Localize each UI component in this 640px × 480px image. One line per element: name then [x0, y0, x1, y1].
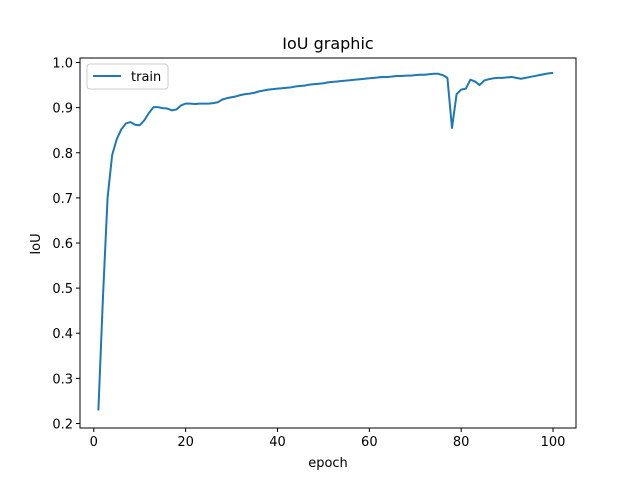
x-tick-label: 60	[361, 435, 378, 450]
y-tick-label: 0.9	[52, 102, 73, 117]
x-axis-label: epoch	[308, 456, 348, 471]
y-tick-label: 0.8	[52, 147, 73, 162]
series-layer	[97, 71, 554, 411]
y-tick-label: 0.5	[52, 282, 73, 297]
y-tick-label: 0.3	[52, 372, 73, 387]
legend-label-train: train	[131, 70, 161, 85]
y-tick-label: 0.6	[52, 237, 73, 252]
y-tick-label: 0.2	[52, 417, 73, 432]
y-tick-label: 0.7	[52, 192, 73, 207]
legend-box	[86, 63, 169, 90]
chart-title: IoU graphic	[282, 34, 373, 53]
legend: train	[86, 63, 169, 90]
y-axis-ticks: 0.2 0.3 0.4 0.5 0.6 0.7 0.8 0.9 1.0	[52, 57, 80, 432]
x-tick-label: 40	[269, 435, 286, 450]
y-axis-label: IoU	[29, 233, 44, 254]
x-tick-label: 80	[453, 435, 470, 450]
x-tick-label: 100	[541, 435, 566, 450]
x-tick-label: 20	[177, 435, 194, 450]
series-line-train	[97, 71, 554, 411]
y-tick-label: 1.0	[52, 57, 73, 72]
x-axis-ticks: 0 20 40 60 80 100	[90, 428, 566, 450]
y-tick-label: 0.4	[52, 327, 73, 342]
x-tick-label: 0	[90, 435, 98, 450]
plot-area: 0 20 40 60 80 100 0.2 0.3 0.4 0.5 0.6 0.7 0.8 0.9 1.0	[52, 57, 577, 450]
